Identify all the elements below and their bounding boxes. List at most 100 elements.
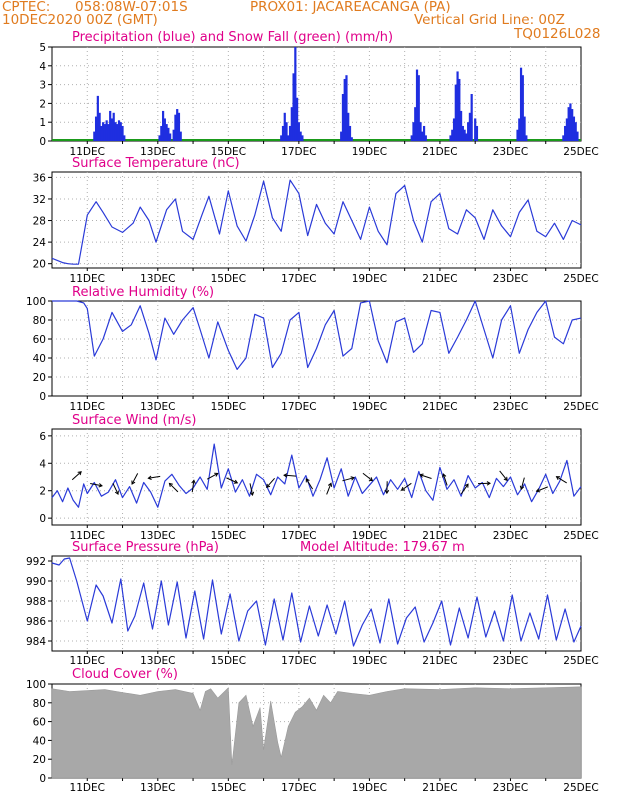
- precip-bar: [280, 135, 283, 141]
- precip-bar: [562, 135, 565, 141]
- wind-frame: [51, 428, 582, 526]
- rh-xtick-label: 15DEC: [211, 401, 246, 413]
- rh-frame: [51, 300, 582, 397]
- header-grid-note: Vertical Grid Line: 00Z: [414, 12, 565, 28]
- precip-bar: [292, 73, 295, 141]
- precip-bar: [571, 109, 574, 141]
- pres-title: Surface Pressure (hPa): [72, 540, 219, 555]
- wind-arrow-head: [191, 479, 196, 484]
- precip-bar: [452, 118, 456, 141]
- precip-bar: [123, 135, 126, 141]
- wind-arrow: [71, 471, 82, 481]
- precip-title: Precipitation (blue) and Snow Fall (gree…: [72, 30, 393, 45]
- precip-bar: [410, 135, 413, 141]
- wind-xtick-label: 13DEC: [140, 530, 175, 542]
- precip-bar: [569, 103, 572, 141]
- cloud-xtick-label: 15DEC: [211, 782, 246, 794]
- cloud-xtick-label: 25DEC: [563, 782, 598, 794]
- precip-bar: [574, 122, 577, 141]
- precip-bar: [525, 135, 528, 141]
- pres-xtick-label: 11DEC: [70, 655, 105, 667]
- rh-ytick-label: 0: [39, 391, 46, 403]
- precip-bar: [94, 116, 98, 141]
- precip-bar: [100, 125, 103, 141]
- precip-bar: [283, 112, 286, 141]
- rh-ytick-label: 40: [33, 353, 46, 365]
- precip-bar: [412, 122, 415, 141]
- wind-arrow: [112, 483, 119, 495]
- precip-bar: [98, 112, 101, 141]
- wind-xtick-label: 11DEC: [70, 530, 105, 542]
- rh-xtick-label: 19DEC: [352, 401, 387, 413]
- wind-arrow: [401, 482, 412, 491]
- temp-xtick-label: 11DEC: [70, 273, 105, 285]
- pres-subtitle: Model Altitude: 179.67 m: [300, 540, 465, 555]
- rh-xtick-label: 23DEC: [493, 401, 528, 413]
- wind-ytick-label: 2: [39, 486, 46, 498]
- cloud-xtick-label: 19DEC: [352, 782, 387, 794]
- precip-bar: [459, 110, 463, 141]
- wind-arrow: [266, 477, 275, 488]
- rh-xtick-label: 25DEC: [563, 401, 598, 413]
- precip-xtick-label: 15DEC: [211, 146, 246, 158]
- precip-bar: [114, 122, 117, 141]
- precip-bar: [564, 125, 567, 141]
- pres-xtick-label: 17DEC: [281, 655, 316, 667]
- pres-xtick-label: 19DEC: [352, 655, 387, 667]
- temp-title: Surface Temperature (nC): [72, 156, 240, 171]
- header-coords: 058:08W-07:01S: [75, 0, 188, 15]
- wind-arrow-head: [327, 482, 333, 487]
- wind-arrow: [442, 473, 448, 486]
- temp-xtick-label: 15DEC: [211, 273, 246, 285]
- rh-xtick-label: 13DEC: [140, 401, 175, 413]
- header-date: 10DEC2020 00Z (GMT): [2, 12, 158, 28]
- wind-ytick-label: 6: [39, 431, 46, 443]
- rh-xtick-label: 17DEC: [281, 401, 316, 413]
- pres-ytick-label: 986: [26, 616, 46, 628]
- wind-arrow-head: [147, 475, 152, 481]
- precip-bar: [172, 129, 175, 141]
- wind-arrow: [520, 477, 525, 490]
- wind-arrow-head: [283, 473, 288, 478]
- precip-xtick-label: 25DEC: [563, 146, 598, 158]
- wind-xtick-label: 19DEC: [352, 530, 387, 542]
- precip-bar: [102, 122, 105, 141]
- wind-arrow-head: [249, 491, 255, 497]
- wind-arrow: [191, 480, 195, 493]
- wind-arrow-head: [555, 476, 561, 481]
- cloud-title: Cloud Cover (%): [72, 667, 178, 682]
- temp-frame: [51, 171, 582, 269]
- wind-arrow-head: [442, 473, 447, 478]
- cloud-xtick-label: 21DEC: [422, 782, 457, 794]
- precip-ytick-label: 4: [39, 61, 46, 73]
- precip-bar: [163, 118, 166, 141]
- wind-arrow: [148, 475, 161, 479]
- wind-arrow-head: [168, 482, 173, 487]
- temp-ytick-label: 36: [33, 172, 47, 184]
- wind-arrow: [326, 483, 332, 495]
- precip-bar: [161, 110, 165, 141]
- precip-bar: [565, 118, 568, 141]
- rh-xtick-label: 21DEC: [422, 401, 457, 413]
- precip-xtick-label: 21DEC: [422, 146, 457, 158]
- precip-bar: [105, 120, 108, 141]
- wind-arrow: [90, 482, 103, 487]
- pres-ytick-label: 984: [26, 636, 46, 648]
- precip-bar: [112, 112, 115, 141]
- precip-bar: [576, 131, 579, 141]
- precip-ytick-label: 0: [39, 136, 46, 148]
- wind-arrow-head: [266, 483, 271, 489]
- cloud-xtick-label: 23DEC: [493, 782, 528, 794]
- wind-arrow: [169, 483, 179, 493]
- temp-series-line: [51, 179, 582, 265]
- wind-arrow: [499, 470, 508, 481]
- precip-xtick-label: 23DEC: [493, 146, 528, 158]
- precip-bar: [340, 131, 343, 141]
- precip-bar: [414, 107, 417, 141]
- precip-bar: [179, 131, 182, 141]
- cloud-xtick-label: 11DEC: [70, 782, 105, 794]
- precip-bar: [467, 122, 470, 141]
- pres-ytick-label: 992: [26, 556, 46, 568]
- rh-ytick-label: 20: [33, 372, 46, 384]
